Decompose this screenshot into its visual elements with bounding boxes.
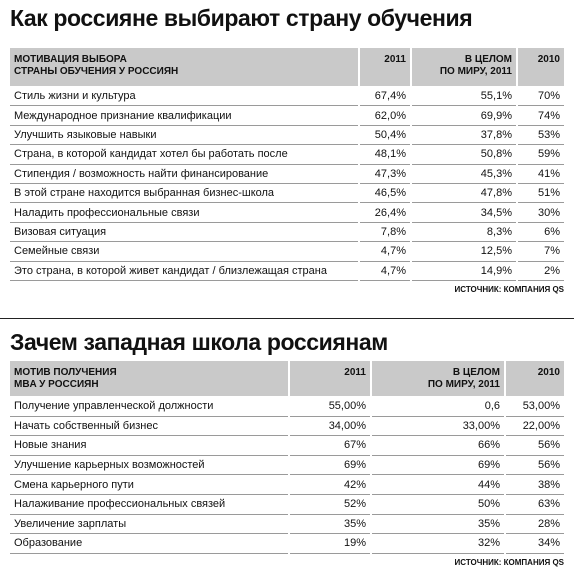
source: ИСТОЧНИК: КОМПАНИЯ QS <box>454 557 564 567</box>
value-cell: 50% <box>372 495 504 515</box>
value-cell: 4,7% <box>360 262 410 281</box>
value-cell: 47,3% <box>360 165 410 184</box>
value-cell: 48,1% <box>360 145 410 165</box>
value-cell: 0,6 <box>372 397 504 417</box>
value-cell: 44% <box>372 475 504 495</box>
value-cell: 69,9% <box>412 106 516 126</box>
value-cell: 33,00% <box>372 417 504 437</box>
row-label: Смена карьерного пути <box>10 475 288 495</box>
row-label: Налаживание профессиональных связей <box>10 495 288 515</box>
value-cell: 56% <box>506 436 564 456</box>
header-cell: 2011 <box>290 361 370 396</box>
row-label: Семейные связи <box>10 242 358 262</box>
row-label: Новые знания <box>10 436 288 456</box>
value-cell: 67,4% <box>360 87 410 107</box>
value-cell: 47,8% <box>412 184 516 204</box>
value-cell: 28% <box>506 515 564 535</box>
value-cell: 2% <box>518 262 564 281</box>
value-cell: 56% <box>506 456 564 476</box>
value-cell: 22,00% <box>506 417 564 437</box>
value-cell: 70% <box>518 87 564 107</box>
value-cell: 30% <box>518 203 564 223</box>
header-cell: МОТИВ ПОЛУЧЕНИЯ MBA У РОССИЯН <box>10 361 288 396</box>
table-title: Как россияне выбирают страну обучения <box>10 5 473 31</box>
value-cell: 32% <box>372 534 504 554</box>
value-cell: 66% <box>372 436 504 456</box>
row-label: Образование <box>10 534 288 554</box>
row-label: Визовая ситуация <box>10 223 358 243</box>
value-cell: 46,5% <box>360 184 410 204</box>
value-cell: 74% <box>518 106 564 126</box>
value-cell: 4,7% <box>360 242 410 262</box>
row-label: Улучшение карьерных возможностей <box>10 456 288 476</box>
value-cell: 41% <box>518 165 564 184</box>
value-cell: 35% <box>290 515 370 535</box>
header-cell: МОТИВАЦИЯ ВЫБОРА СТРАНЫ ОБУЧЕНИЯ У РОССИ… <box>10 48 358 86</box>
row-label: Страна, в которой кандидат хотел бы рабо… <box>10 145 358 165</box>
value-cell: 52% <box>290 495 370 515</box>
row-label: Это страна, в которой живет кандидат / б… <box>10 262 358 281</box>
header-cell: В ЦЕЛОМ ПО МИРУ, 2011 <box>412 48 516 86</box>
header-cell: 2010 <box>506 361 564 396</box>
value-cell: 51% <box>518 184 564 204</box>
table-title: Зачем западная школа россиянам <box>10 329 388 355</box>
row-label: Международное признание квалификации <box>10 106 358 126</box>
value-cell: 42% <box>290 475 370 495</box>
value-cell: 7,8% <box>360 223 410 243</box>
value-cell: 37,8% <box>412 126 516 146</box>
value-cell: 45,3% <box>412 165 516 184</box>
value-cell: 59% <box>518 145 564 165</box>
value-cell: 19% <box>290 534 370 554</box>
value-cell: 12,5% <box>412 242 516 262</box>
value-cell: 53% <box>518 126 564 146</box>
value-cell: 7% <box>518 242 564 262</box>
header-cell: 2011 <box>360 48 410 86</box>
value-cell: 6% <box>518 223 564 243</box>
value-cell: 50,8% <box>412 145 516 165</box>
source: ИСТОЧНИК: КОМПАНИЯ QS <box>454 285 564 294</box>
value-cell: 62,0% <box>360 106 410 126</box>
row-label: Начать собственный бизнес <box>10 417 288 437</box>
value-cell: 53,00% <box>506 397 564 417</box>
row-label: В этой стране находится выбранная бизнес… <box>10 184 358 204</box>
row-label: Увеличение зарплаты <box>10 515 288 535</box>
value-cell: 8,3% <box>412 223 516 243</box>
header-cell: В ЦЕЛОМ ПО МИРУ, 2011 <box>372 361 504 396</box>
value-cell: 69% <box>372 456 504 476</box>
value-cell: 55,1% <box>412 87 516 107</box>
value-cell: 35% <box>372 515 504 535</box>
row-label: Улучшить языковые навыки <box>10 126 358 146</box>
divider <box>0 318 574 319</box>
row-label: Наладить профессиональные связи <box>10 203 358 223</box>
value-cell: 34,00% <box>290 417 370 437</box>
value-cell: 69% <box>290 456 370 476</box>
value-cell: 50,4% <box>360 126 410 146</box>
row-label: Стипендия / возможность найти финансиров… <box>10 165 358 184</box>
value-cell: 26,4% <box>360 203 410 223</box>
row-label: Получение управленческой должности <box>10 397 288 417</box>
value-cell: 34,5% <box>412 203 516 223</box>
header-cell: 2010 <box>518 48 564 86</box>
value-cell: 34% <box>506 534 564 554</box>
value-cell: 63% <box>506 495 564 515</box>
value-cell: 55,00% <box>290 397 370 417</box>
row-label: Стиль жизни и культура <box>10 87 358 107</box>
value-cell: 14,9% <box>412 262 516 281</box>
value-cell: 38% <box>506 475 564 495</box>
value-cell: 67% <box>290 436 370 456</box>
